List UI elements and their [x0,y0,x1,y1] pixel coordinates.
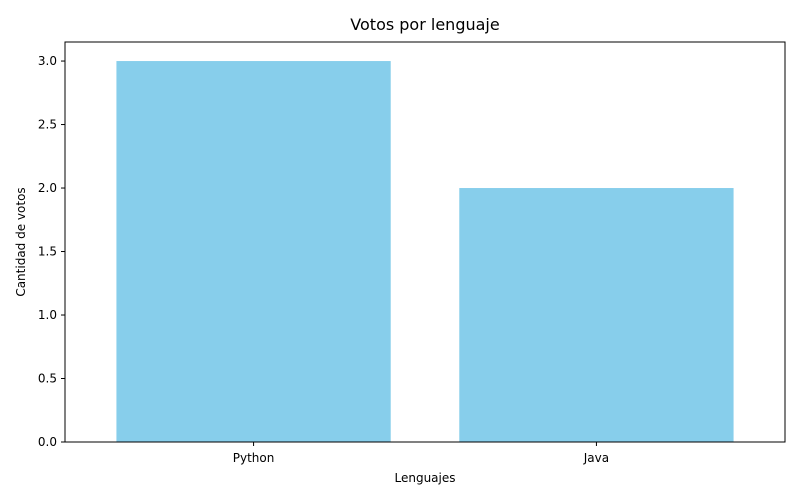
y-tick-label: 1.0 [38,308,57,322]
bar-java [459,188,734,442]
y-tick-label: 0.0 [38,435,57,449]
x-axis-label: Lenguajes [394,471,455,485]
x-axis: Python Java [233,442,609,465]
y-tick-label: 1.5 [38,245,57,259]
y-tick-label: 3.0 [38,54,57,68]
y-axis-label: Cantidad de votos [14,187,28,296]
bars-layer [116,61,734,443]
x-tick-label: Python [233,451,275,465]
y-axis: 0.0 0.5 1.0 1.5 2.0 2.5 3.0 [38,54,65,449]
chart-title: Votos por lenguaje [350,15,499,34]
x-tick-label: Java [583,451,609,465]
y-tick-label: 2.5 [38,118,57,132]
y-tick-label: 0.5 [38,372,57,386]
plot-frame [64,41,786,443]
y-tick-label: 2.0 [38,181,57,195]
bar-python [116,61,391,443]
